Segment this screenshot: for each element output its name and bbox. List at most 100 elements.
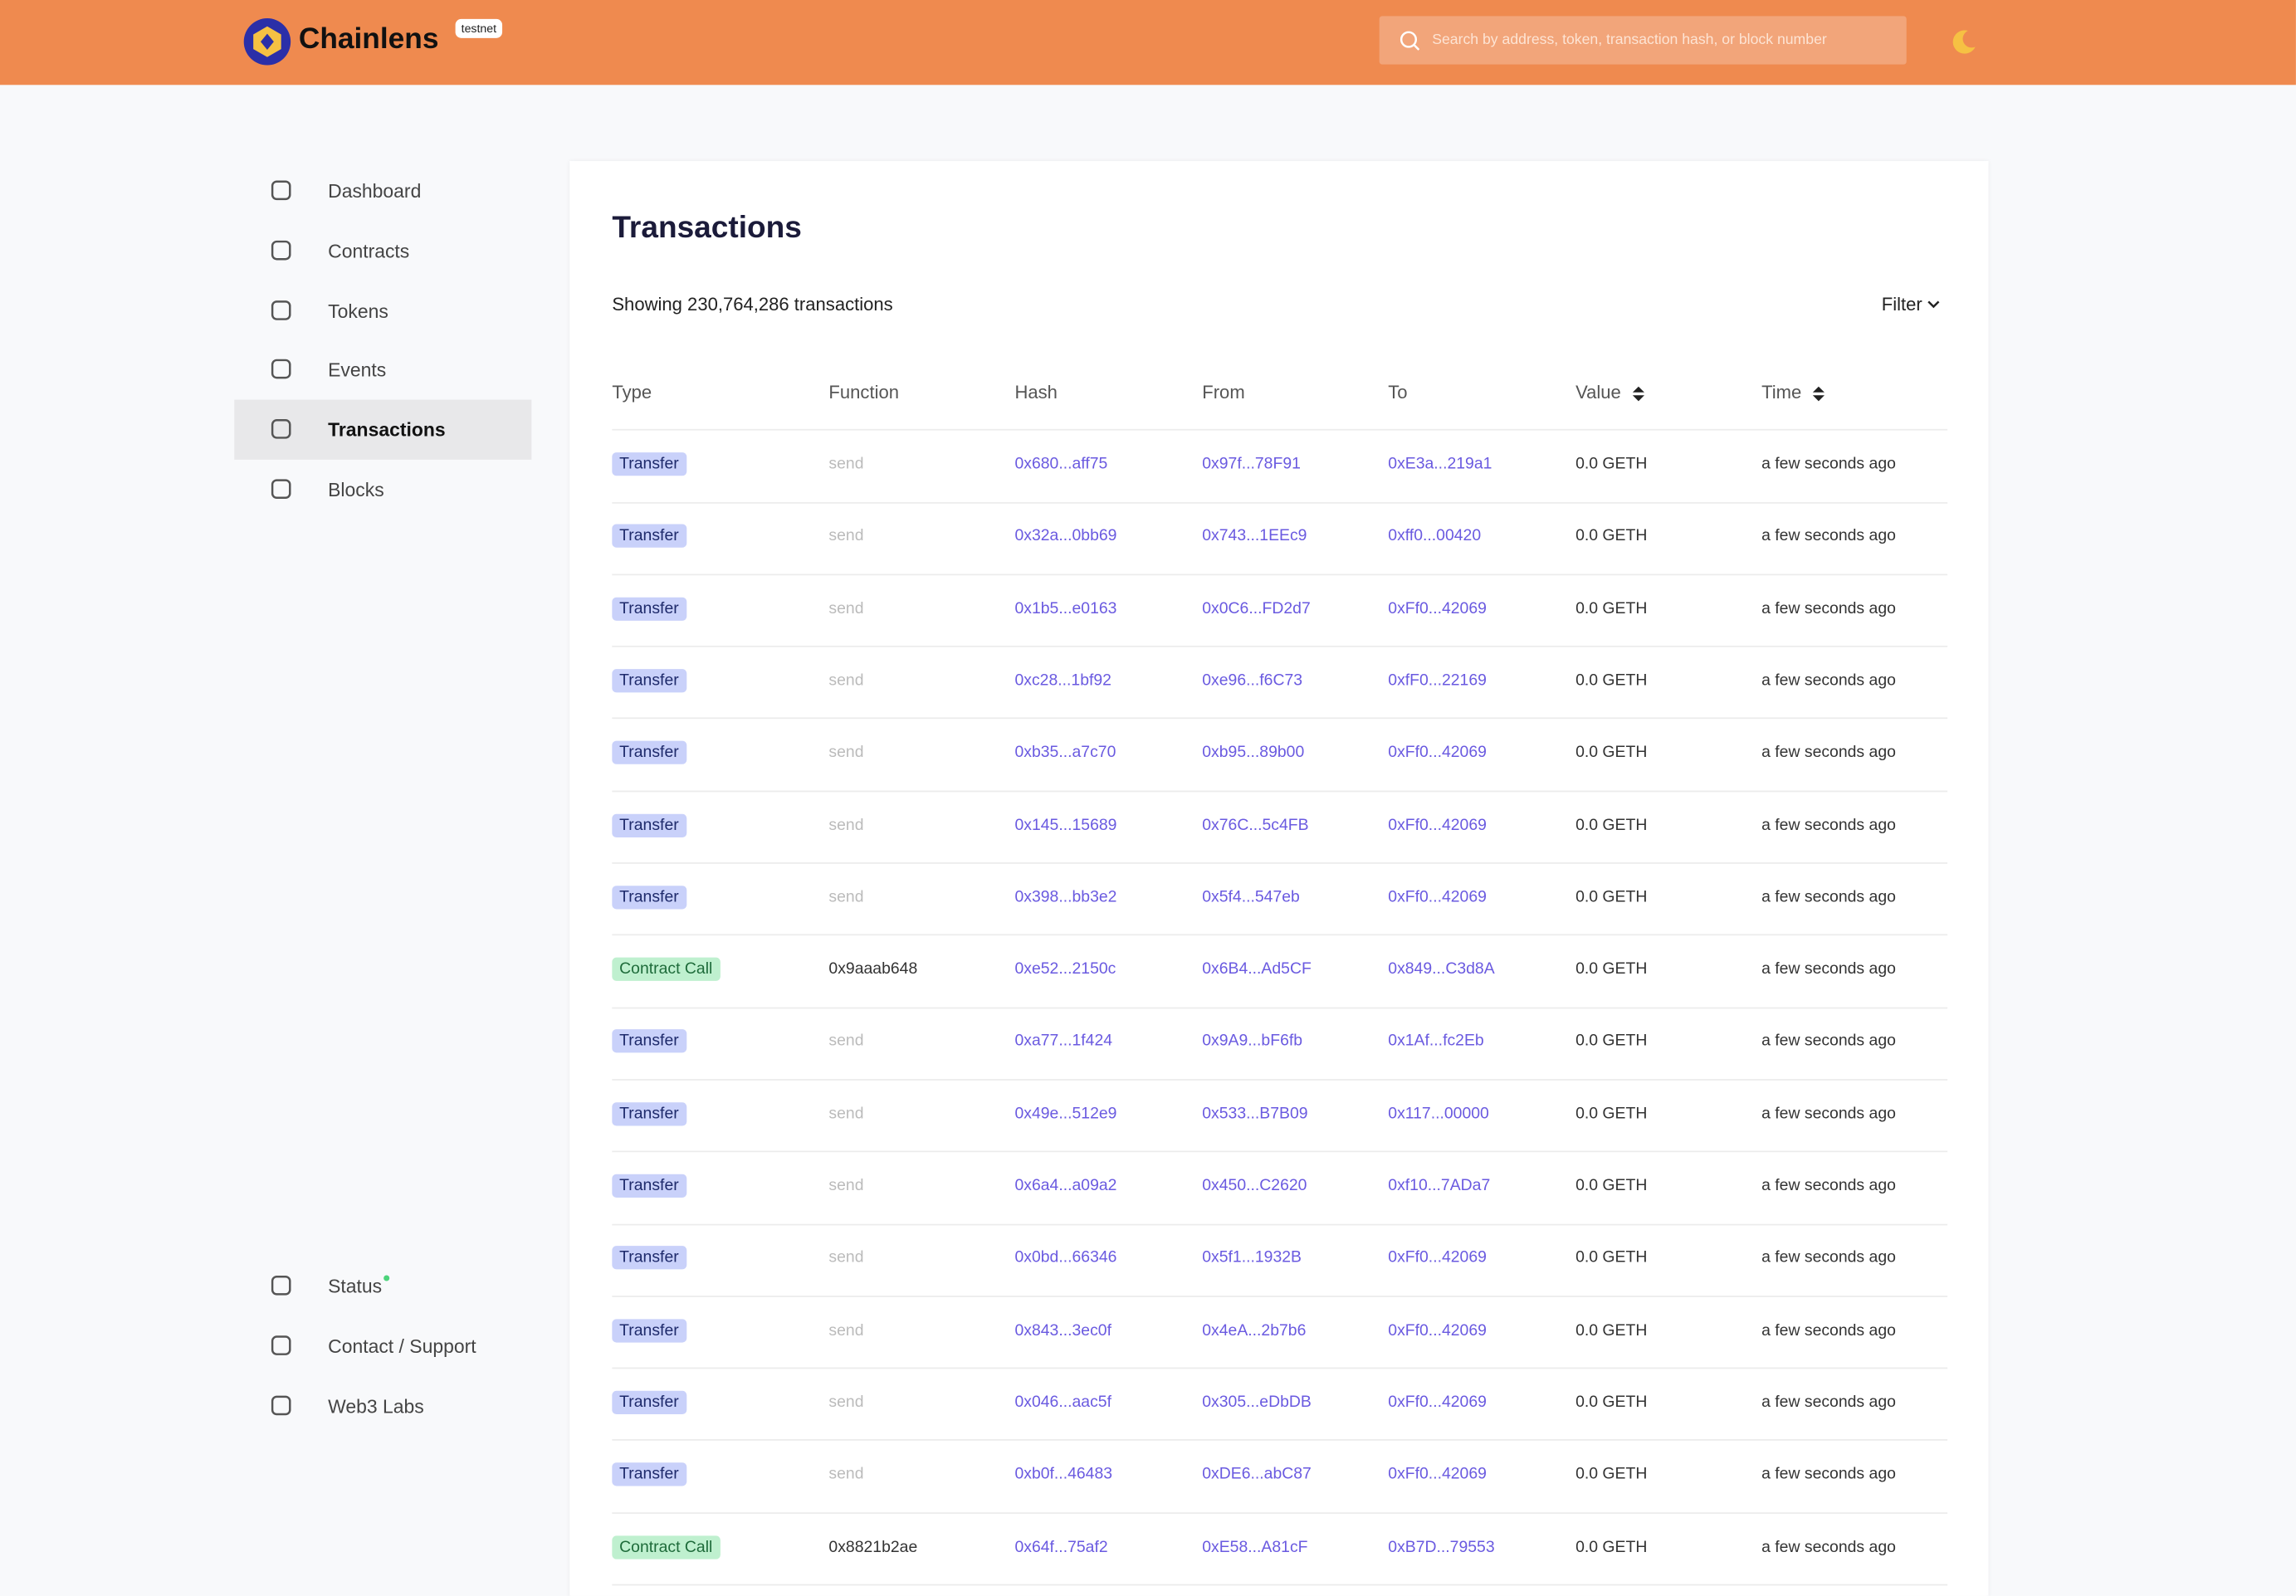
- cell: 0.0 GETH: [1575, 1105, 1648, 1123]
- from-link[interactable]: 0x9A9...bF6fb: [1202, 1032, 1303, 1051]
- to-link[interactable]: 0xFf0...42069: [1388, 599, 1487, 617]
- to-link[interactable]: 0xFf0...42069: [1388, 744, 1487, 762]
- nav-item[interactable]: Events: [234, 340, 531, 400]
- to-link[interactable]: 0xFf0...42069: [1388, 1466, 1487, 1484]
- to-link[interactable]: 0xff0...00420: [1388, 527, 1482, 545]
- cell: send: [828, 888, 864, 906]
- to-link[interactable]: 0x1Af...fc2Eb: [1388, 1032, 1484, 1051]
- hash-link[interactable]: 0xb0f...46483: [1014, 1466, 1113, 1484]
- type-tag: Transfer: [612, 1318, 686, 1342]
- from-link[interactable]: 0x0C6...FD2d7: [1202, 599, 1311, 617]
- nav-item[interactable]: Tokens: [234, 281, 531, 340]
- to-link[interactable]: 0xFf0...42069: [1388, 888, 1487, 906]
- from-link[interactable]: 0x450...C2620: [1202, 1177, 1307, 1195]
- nav-item[interactable]: Contact / Support: [234, 1315, 531, 1375]
- from-link[interactable]: 0x743...1EEc9: [1202, 527, 1307, 545]
- to-link[interactable]: 0x117...00000: [1388, 1105, 1489, 1123]
- hash-link[interactable]: 0x32a...0bb69: [1014, 527, 1117, 545]
- hash-link[interactable]: 0xa77...1f424: [1014, 1032, 1113, 1051]
- nav-icon: [271, 240, 291, 261]
- cell: a few seconds ago: [1761, 1466, 1896, 1484]
- from-link[interactable]: 0xe96...f6C73: [1202, 671, 1303, 690]
- hash-link[interactable]: 0x64f...75af2: [1014, 1538, 1108, 1556]
- from-link[interactable]: 0x305...eDbDB: [1202, 1393, 1312, 1412]
- nav-item[interactable]: Blocks: [234, 460, 531, 520]
- from-link[interactable]: 0xb95...89b00: [1202, 744, 1305, 762]
- nav-label: Web3 Labs: [328, 1394, 424, 1417]
- column-header[interactable]: Time: [1761, 382, 1802, 403]
- from-link[interactable]: 0xE58...A81cF: [1202, 1538, 1308, 1556]
- nav-item[interactable]: Status: [234, 1257, 531, 1316]
- transactions-card: Transactions Showing 230,764,286 transac…: [569, 161, 1989, 1596]
- hash-link[interactable]: 0x398...bb3e2: [1014, 888, 1117, 906]
- from-link[interactable]: 0xDE6...abC87: [1202, 1466, 1312, 1484]
- cell: 0.0 GETH: [1575, 1032, 1648, 1051]
- hash-link[interactable]: 0x145...15689: [1014, 816, 1117, 834]
- sort-icon[interactable]: [1811, 385, 1826, 403]
- hash-link[interactable]: 0xb35...a7c70: [1014, 744, 1116, 762]
- cell: 0.0 GETH: [1575, 599, 1648, 617]
- type-tag: Contract Call: [612, 957, 721, 982]
- to-link[interactable]: 0xB7D...79553: [1388, 1538, 1495, 1556]
- sort-icon[interactable]: [1631, 385, 1646, 403]
- hash-link[interactable]: 0x843...3ec0f: [1014, 1321, 1111, 1340]
- hash-link[interactable]: 0xc28...1bf92: [1014, 671, 1111, 690]
- type-tag: Transfer: [612, 885, 686, 910]
- nav-item[interactable]: Contracts: [234, 221, 531, 281]
- row-divider: [612, 1078, 1948, 1081]
- from-link[interactable]: 0x76C...5c4FB: [1202, 816, 1309, 834]
- cell: send: [828, 816, 864, 834]
- to-link[interactable]: 0xf10...7ADa7: [1388, 1177, 1491, 1195]
- nav-label: Dashboard: [328, 179, 422, 203]
- cell: 0x9aaab648: [828, 960, 918, 979]
- hash-link[interactable]: 0x49e...512e9: [1014, 1105, 1117, 1123]
- from-link[interactable]: 0x5f1...1932B: [1202, 1249, 1302, 1267]
- nav-item[interactable]: Transactions: [234, 399, 532, 461]
- cell: send: [828, 1466, 864, 1484]
- cell: a few seconds ago: [1761, 1321, 1896, 1340]
- from-link[interactable]: 0x5f4...547eb: [1202, 888, 1300, 906]
- from-link[interactable]: 0x4eA...2b7b6: [1202, 1321, 1307, 1340]
- to-link[interactable]: 0xfF0...22169: [1388, 671, 1487, 690]
- cell: a few seconds ago: [1761, 744, 1896, 762]
- column-header[interactable]: Value: [1575, 382, 1621, 403]
- hash-link[interactable]: 0x6a4...a09a2: [1014, 1177, 1117, 1195]
- hash-link[interactable]: 0x046...aac5f: [1014, 1393, 1111, 1412]
- from-link[interactable]: 0x533...B7B09: [1202, 1105, 1308, 1123]
- type-tag: Transfer: [612, 1390, 686, 1414]
- cell: 0.0 GETH: [1575, 744, 1648, 762]
- hash-link[interactable]: 0x0bd...66346: [1014, 1249, 1117, 1267]
- type-cell: Transfer: [612, 885, 686, 910]
- nav-item[interactable]: Web3 Labs: [234, 1375, 531, 1435]
- nav-icon: [271, 479, 291, 499]
- from-link[interactable]: 0x6B4...Ad5CF: [1202, 960, 1312, 979]
- cell: a few seconds ago: [1761, 455, 1896, 473]
- nav-label: Status: [328, 1275, 383, 1297]
- nav-label: Contracts: [328, 239, 410, 262]
- type-tag: Transfer: [612, 740, 686, 765]
- hash-link[interactable]: 0xe52...2150c: [1014, 960, 1116, 979]
- summary: Showing 230,764,286 transactions: [612, 294, 893, 315]
- from-link[interactable]: 0x97f...78F91: [1202, 455, 1301, 473]
- theme-toggle[interactable]: [1952, 28, 1978, 55]
- to-link[interactable]: 0xFf0...42069: [1388, 1321, 1487, 1340]
- hash-link[interactable]: 0x1b5...e0163: [1014, 599, 1117, 617]
- to-link[interactable]: 0xFf0...42069: [1388, 1393, 1487, 1412]
- to-link[interactable]: 0xFf0...42069: [1388, 816, 1487, 834]
- to-link[interactable]: 0xE3a...219a1: [1388, 455, 1492, 473]
- cell: a few seconds ago: [1761, 599, 1896, 617]
- cell: 0.0 GETH: [1575, 1177, 1648, 1195]
- to-link[interactable]: 0xFf0...42069: [1388, 1249, 1487, 1267]
- hash-link[interactable]: 0x680...aff75: [1014, 455, 1108, 473]
- search-box[interactable]: Search by address, token, transaction ha…: [1379, 16, 1907, 65]
- nav-item[interactable]: Dashboard: [234, 161, 531, 221]
- filter-button[interactable]: Filter: [1882, 295, 1941, 315]
- cell: 0.0 GETH: [1575, 1393, 1648, 1412]
- brand[interactable]: Chainlens: [298, 23, 439, 56]
- cell: 0.0 GETH: [1575, 455, 1648, 473]
- type-cell: Contract Call: [612, 957, 721, 982]
- type-cell: Transfer: [612, 596, 686, 621]
- to-link[interactable]: 0x849...C3d8A: [1388, 960, 1495, 979]
- cell: 0.0 GETH: [1575, 1321, 1648, 1340]
- row-divider: [612, 718, 1948, 720]
